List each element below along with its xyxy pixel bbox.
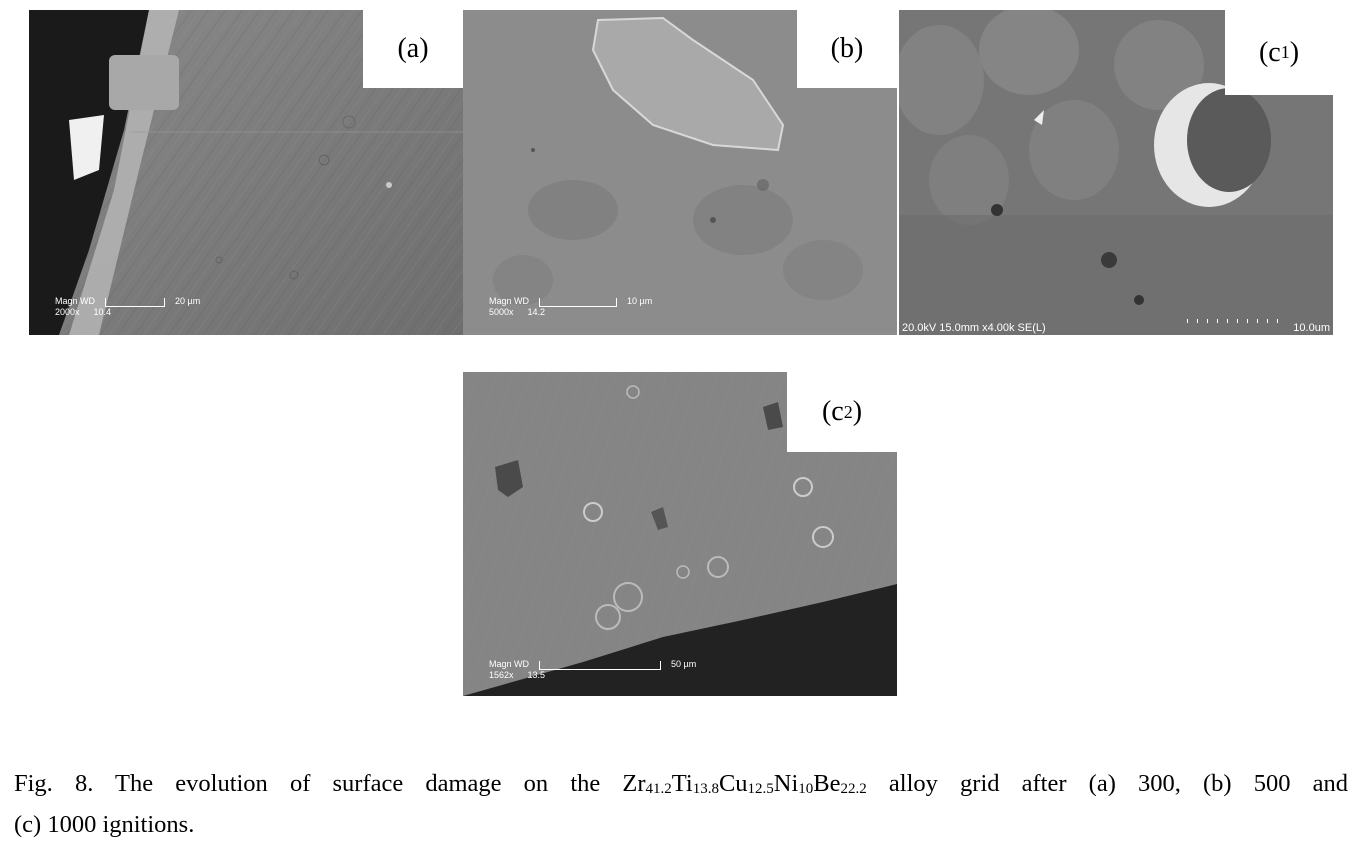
caption-text-2: Ti — [671, 770, 693, 797]
sem-image-c2: (c 2) Magn WD 50 µm 1562x 13.5 — [463, 372, 897, 696]
sem-texture-c1 — [899, 10, 1333, 335]
scale-value-b: 10 µm — [627, 296, 653, 306]
scale-value-a: 20 µm — [175, 296, 201, 306]
sem-footer-c1: 20.0kV 15.0mm x4.00k SE(L) 10.0um — [899, 317, 1333, 335]
scale-bar-c2: Magn WD 50 µm 1562x 13.5 — [489, 659, 696, 681]
panel-label-c1-main: (c — [1258, 36, 1281, 68]
scale-bar-a: Magn WD 20 µm 2000x 10.4 — [55, 296, 200, 318]
caption-sub-5: 22.2 — [840, 781, 867, 797]
panel-label-a-text: (a) — [397, 33, 429, 64]
scale-ticks-c1 — [1187, 319, 1287, 323]
working-distance-b: 14.2 — [527, 307, 546, 317]
figure-caption: Fig. 8. The evolution of surface damage … — [14, 766, 1348, 843]
caption-text-4: Ni — [773, 770, 799, 797]
panel-label-c1: (c 1) — [1225, 10, 1333, 95]
working-distance-c2: 13.5 — [527, 670, 546, 680]
magnification-a: 2000x — [55, 307, 80, 317]
panel-label-c2-main: (c — [821, 396, 844, 427]
sem-image-b: (b) Magn WD 10 µm 5000x 14.2 — [463, 10, 897, 335]
panel-label-c2-sub: 2 — [843, 401, 853, 422]
magnification-c2: 1562x — [489, 670, 514, 680]
caption-line-2: (c) 1000 ignitions. — [14, 811, 195, 838]
caption-sub-1: 41.2 — [645, 781, 672, 797]
caption-text-3: Cu — [718, 770, 748, 797]
caption-text-1: Fig. 8. The evolution of surface damage … — [14, 770, 646, 797]
panel-label-b: (b) — [797, 10, 897, 88]
panel-label-c1-close: ) — [1289, 36, 1300, 68]
caption-line-1: Fig. 8. The evolution of surface damage … — [14, 766, 1348, 807]
caption-sub-2: 13.8 — [692, 781, 719, 797]
scale-value-c1: 10.0um — [1293, 322, 1330, 334]
panel-label-a: (a) — [363, 10, 463, 88]
scale-bar-b: Magn WD 10 µm 5000x 14.2 — [489, 296, 652, 318]
scale-line-c2 — [539, 660, 662, 670]
sem-image-c1: (c 1) 20.0kV 15.0mm x4.00k SE(L) 10.0um — [899, 10, 1333, 335]
caption-text-6: alloy grid after (a) 300, (b) 500 and — [866, 770, 1348, 797]
caption-sub-3: 12.5 — [747, 781, 774, 797]
sem-params-c1: 20.0kV 15.0mm x4.00k SE(L) — [902, 322, 1046, 334]
scale-head-c2: Magn WD — [489, 659, 530, 669]
magnification-b: 5000x — [489, 307, 514, 317]
panel-label-c2: (c 2) — [787, 372, 897, 452]
caption-sub-4: 10 — [798, 781, 814, 797]
scale-line-a — [105, 297, 166, 307]
scale-head-b: Magn WD — [489, 296, 530, 306]
panel-label-b-text: (b) — [830, 33, 864, 64]
scale-head-a: Magn WD — [55, 296, 96, 306]
working-distance-a: 10.4 — [93, 307, 112, 317]
panel-label-c2-close: ) — [852, 396, 863, 427]
scale-line-b — [539, 297, 618, 307]
panel-label-c1-sub: 1 — [1280, 42, 1290, 62]
caption-text-5: Be — [813, 770, 841, 797]
sem-image-a: (a) Magn WD 20 µm 2000x 10.4 — [29, 10, 463, 335]
scale-value-c2: 50 µm — [671, 659, 697, 669]
